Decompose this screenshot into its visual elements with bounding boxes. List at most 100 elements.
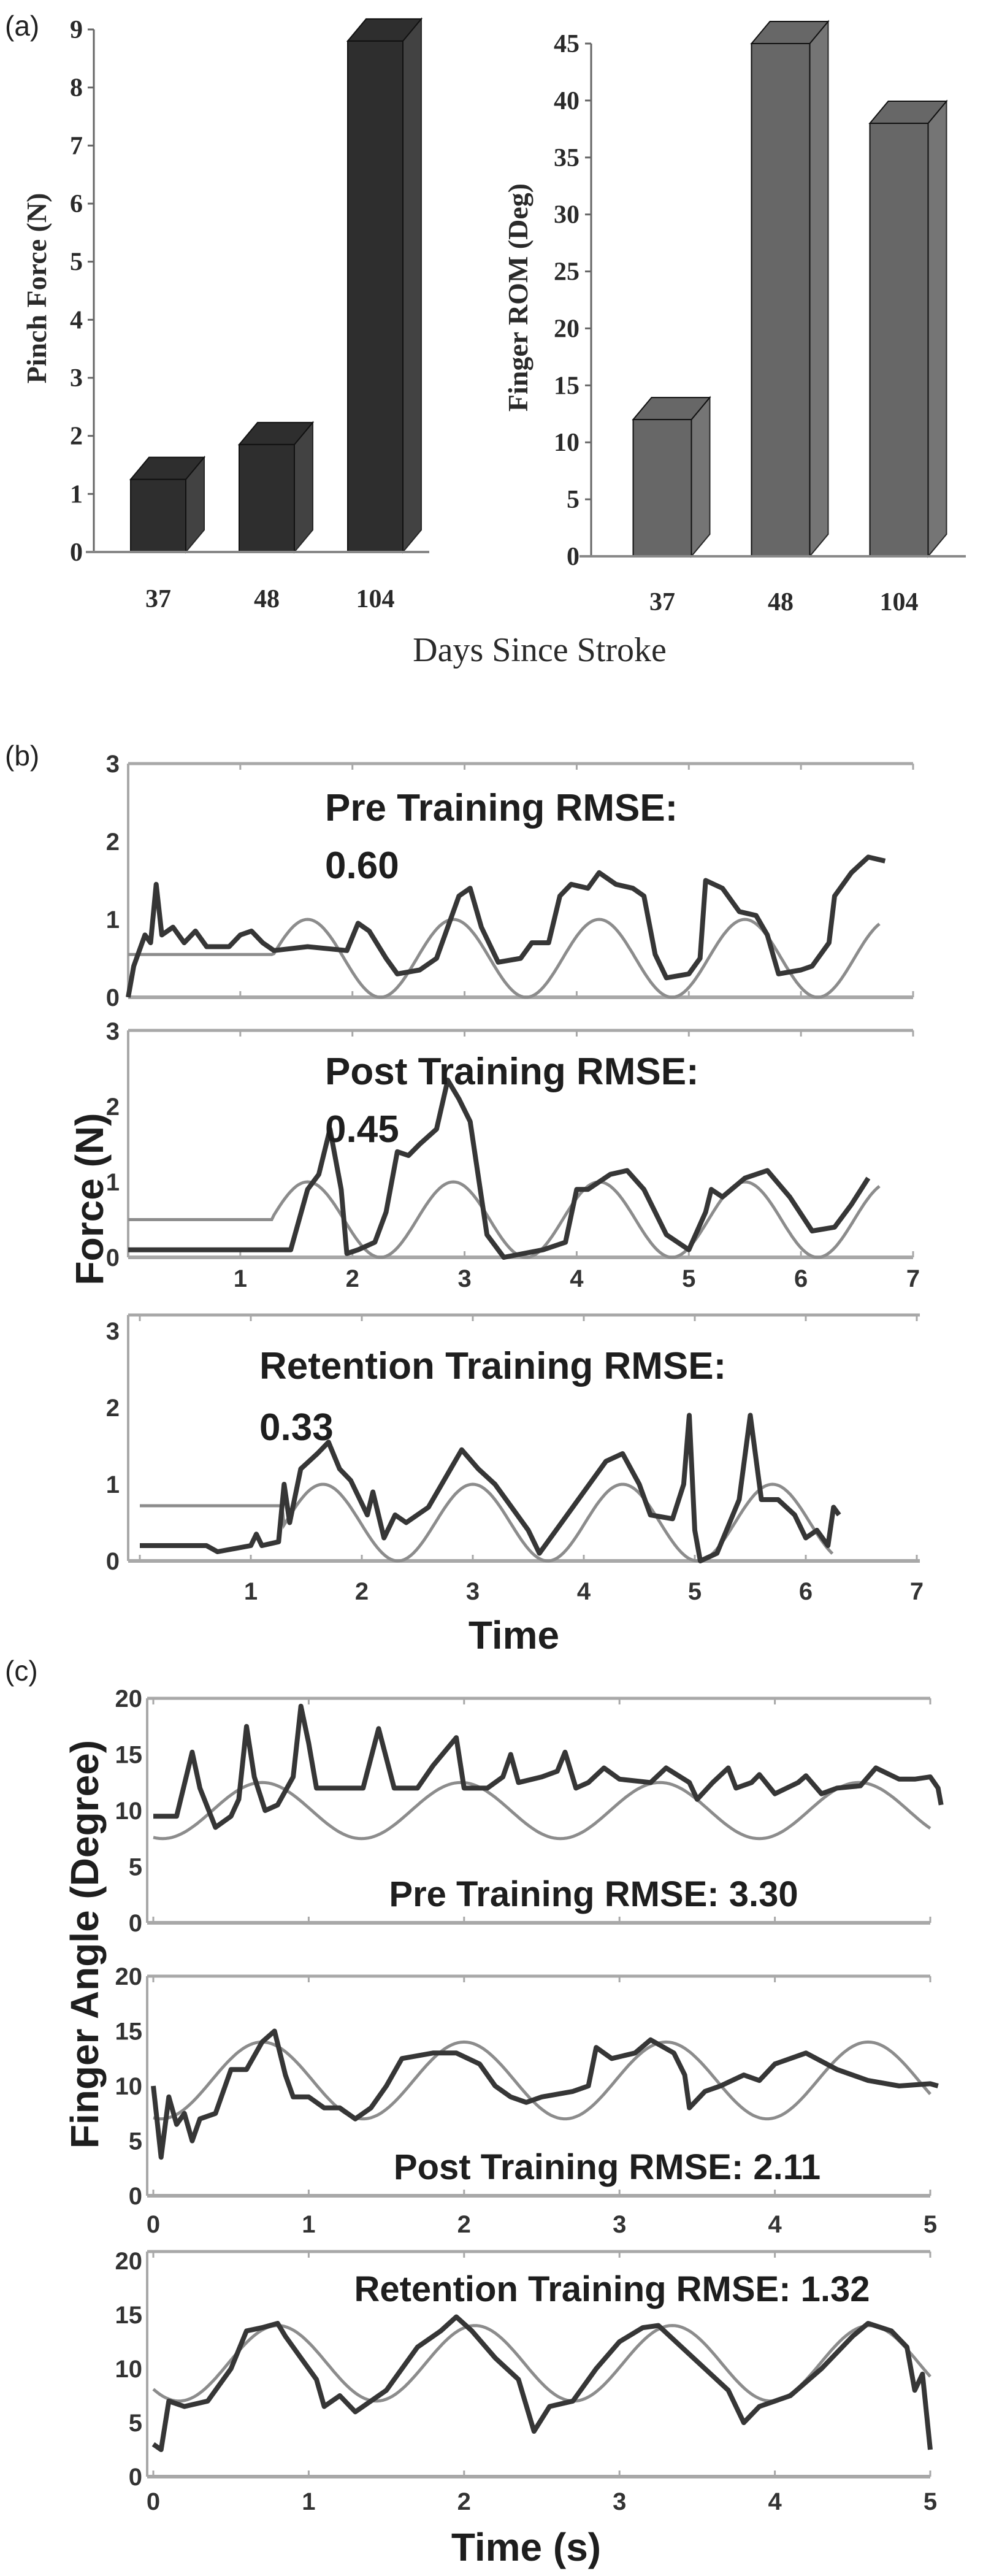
y-tick-label: 25 xyxy=(554,258,579,286)
y-tick-label: 4 xyxy=(70,306,83,334)
days-since-stroke-label: Days Since Stroke xyxy=(413,631,667,669)
measured-line xyxy=(128,1078,871,1260)
x-tick-label: 0 xyxy=(147,2211,160,2238)
category-label: 48 xyxy=(254,585,280,613)
x-tick-label: 0 xyxy=(147,2488,160,2515)
reference-line xyxy=(128,1180,881,1259)
y-tick-label: 5 xyxy=(129,2410,142,2437)
x-tick-label: 4 xyxy=(570,1265,584,1292)
bar-side xyxy=(690,396,711,558)
y-tick-label: 5 xyxy=(129,1854,142,1881)
bar-front xyxy=(632,419,692,557)
x-tick-label: 2 xyxy=(346,1265,359,1292)
y-tick-label: 0 xyxy=(106,1548,120,1575)
y-tick-label: 15 xyxy=(554,372,579,400)
x-tick-label: 3 xyxy=(613,2211,626,2238)
y-tick-label: 2 xyxy=(106,1094,120,1121)
reference-line xyxy=(153,2040,931,2121)
x-tick-label: 5 xyxy=(924,2211,937,2238)
y-tick-label: 2 xyxy=(70,423,83,451)
y-tick-label: 3 xyxy=(106,1318,120,1345)
bar-front xyxy=(130,478,186,553)
x-tick-label: 2 xyxy=(457,2488,471,2515)
y-tick-label: 20 xyxy=(115,1685,143,1712)
time-seconds-axis-label: Time (s) xyxy=(451,2525,601,2569)
category-label: 104 xyxy=(880,588,919,616)
bar xyxy=(750,20,830,558)
y-tick-label: 10 xyxy=(115,2073,143,2100)
post-training-angle-plot: 0 5 10 15 20 0 1 2 3 4 5 xyxy=(115,1963,939,2238)
y-tick-label: 1 xyxy=(106,1471,120,1498)
x-tick-label: 6 xyxy=(794,1265,808,1292)
y-tick-label: 10 xyxy=(554,429,579,457)
y-tick-label: 0 xyxy=(567,543,579,571)
x-tick-label: 7 xyxy=(906,1265,920,1292)
bar xyxy=(868,99,948,558)
finger-angle-axis-label: Finger Angle (Degree) xyxy=(63,1740,107,2149)
category-label: 37 xyxy=(145,585,171,613)
measured-line xyxy=(151,2314,933,2452)
panel-label-c: (c) xyxy=(5,1655,38,1687)
y-tick-label: 5 xyxy=(70,248,83,277)
finger-rom-bar-chart: 0 5 10 15 20 25 30 35 40 45 37 48 104 xyxy=(554,20,966,616)
reference-line xyxy=(153,1781,931,1841)
y-tick-label: 35 xyxy=(554,144,579,172)
reference-line xyxy=(128,918,881,999)
x-tick-label: 4 xyxy=(768,2211,782,2238)
x-tick-label: 7 xyxy=(910,1578,924,1605)
x-tick-label: 1 xyxy=(244,1578,258,1605)
force-axis-label: Force (N) xyxy=(67,1113,112,1286)
y-tick-label: 3 xyxy=(106,1018,120,1045)
measured-line xyxy=(151,2028,939,2160)
measured-line xyxy=(153,1703,944,1830)
post-training-force-plot: 0 1 2 3 1 2 3 4 5 6 7 xyxy=(106,1018,920,1292)
post-training-title: Post Training RMSE: xyxy=(325,1051,699,1093)
y-tick-label: 10 xyxy=(115,1798,143,1825)
bar-front xyxy=(869,123,929,558)
pre-training-angle-plot: 0 5 10 15 20 xyxy=(115,1685,944,1937)
y-tick-label: 40 xyxy=(554,87,579,115)
x-tick-label: 1 xyxy=(302,2488,315,2515)
bar xyxy=(237,421,315,554)
y-tick-label: 2 xyxy=(106,829,120,856)
y-tick-label: 20 xyxy=(115,2248,143,2275)
y-tick-label: 3 xyxy=(106,751,120,778)
y-tick-label: 15 xyxy=(115,2018,143,2045)
panel-label-a: (a) xyxy=(5,10,39,42)
post-training-angle-title: Post Training RMSE: 2.11 xyxy=(394,2147,820,2187)
y-tick-label: 10 xyxy=(115,2356,143,2383)
retention-training-angle-plot: 0 5 10 15 20 0 1 2 3 4 5 xyxy=(115,2248,938,2515)
y-tick-label: 0 xyxy=(106,984,120,1011)
y-tick-label: 0 xyxy=(129,2464,142,2491)
time-axis-label: Time xyxy=(469,1613,559,1657)
y-tick-label: 7 xyxy=(70,132,83,160)
bar xyxy=(632,396,711,558)
x-tick-label: 5 xyxy=(688,1578,702,1605)
x-tick-label: 1 xyxy=(234,1265,247,1292)
y-tick-label: 3 xyxy=(70,364,83,393)
pinch-force-axis-label: Pinch Force (N) xyxy=(21,193,52,384)
measured-line xyxy=(140,1413,841,1563)
y-tick-label: 6 xyxy=(70,190,83,218)
x-tick-label: 3 xyxy=(457,1265,471,1292)
x-tick-label: 5 xyxy=(924,2488,937,2515)
bar xyxy=(129,455,206,554)
y-tick-label: 1 xyxy=(106,907,120,933)
x-tick-label: 2 xyxy=(355,1578,369,1605)
x-tick-label: 2 xyxy=(457,2211,471,2238)
y-tick-label: 0 xyxy=(106,1244,120,1271)
y-tick-label: 0 xyxy=(129,2183,142,2210)
category-label: 104 xyxy=(356,585,395,613)
y-tick-label: 15 xyxy=(115,2302,143,2329)
panel-label-b: (b) xyxy=(5,740,39,772)
x-tick-label: 1 xyxy=(302,2211,315,2238)
x-tick-label: 6 xyxy=(799,1578,813,1605)
measured-line xyxy=(126,854,886,998)
y-tick-label: 15 xyxy=(115,1742,143,1769)
pre-training-rmse: 0.60 xyxy=(325,845,399,887)
y-tick-label: 0 xyxy=(129,1910,142,1937)
retention-training-title: Retention Training RMSE: xyxy=(259,1345,726,1387)
x-tick-label: 5 xyxy=(682,1265,695,1292)
x-tick-label: 4 xyxy=(577,1578,591,1605)
y-tick-label: 0 xyxy=(70,539,83,567)
